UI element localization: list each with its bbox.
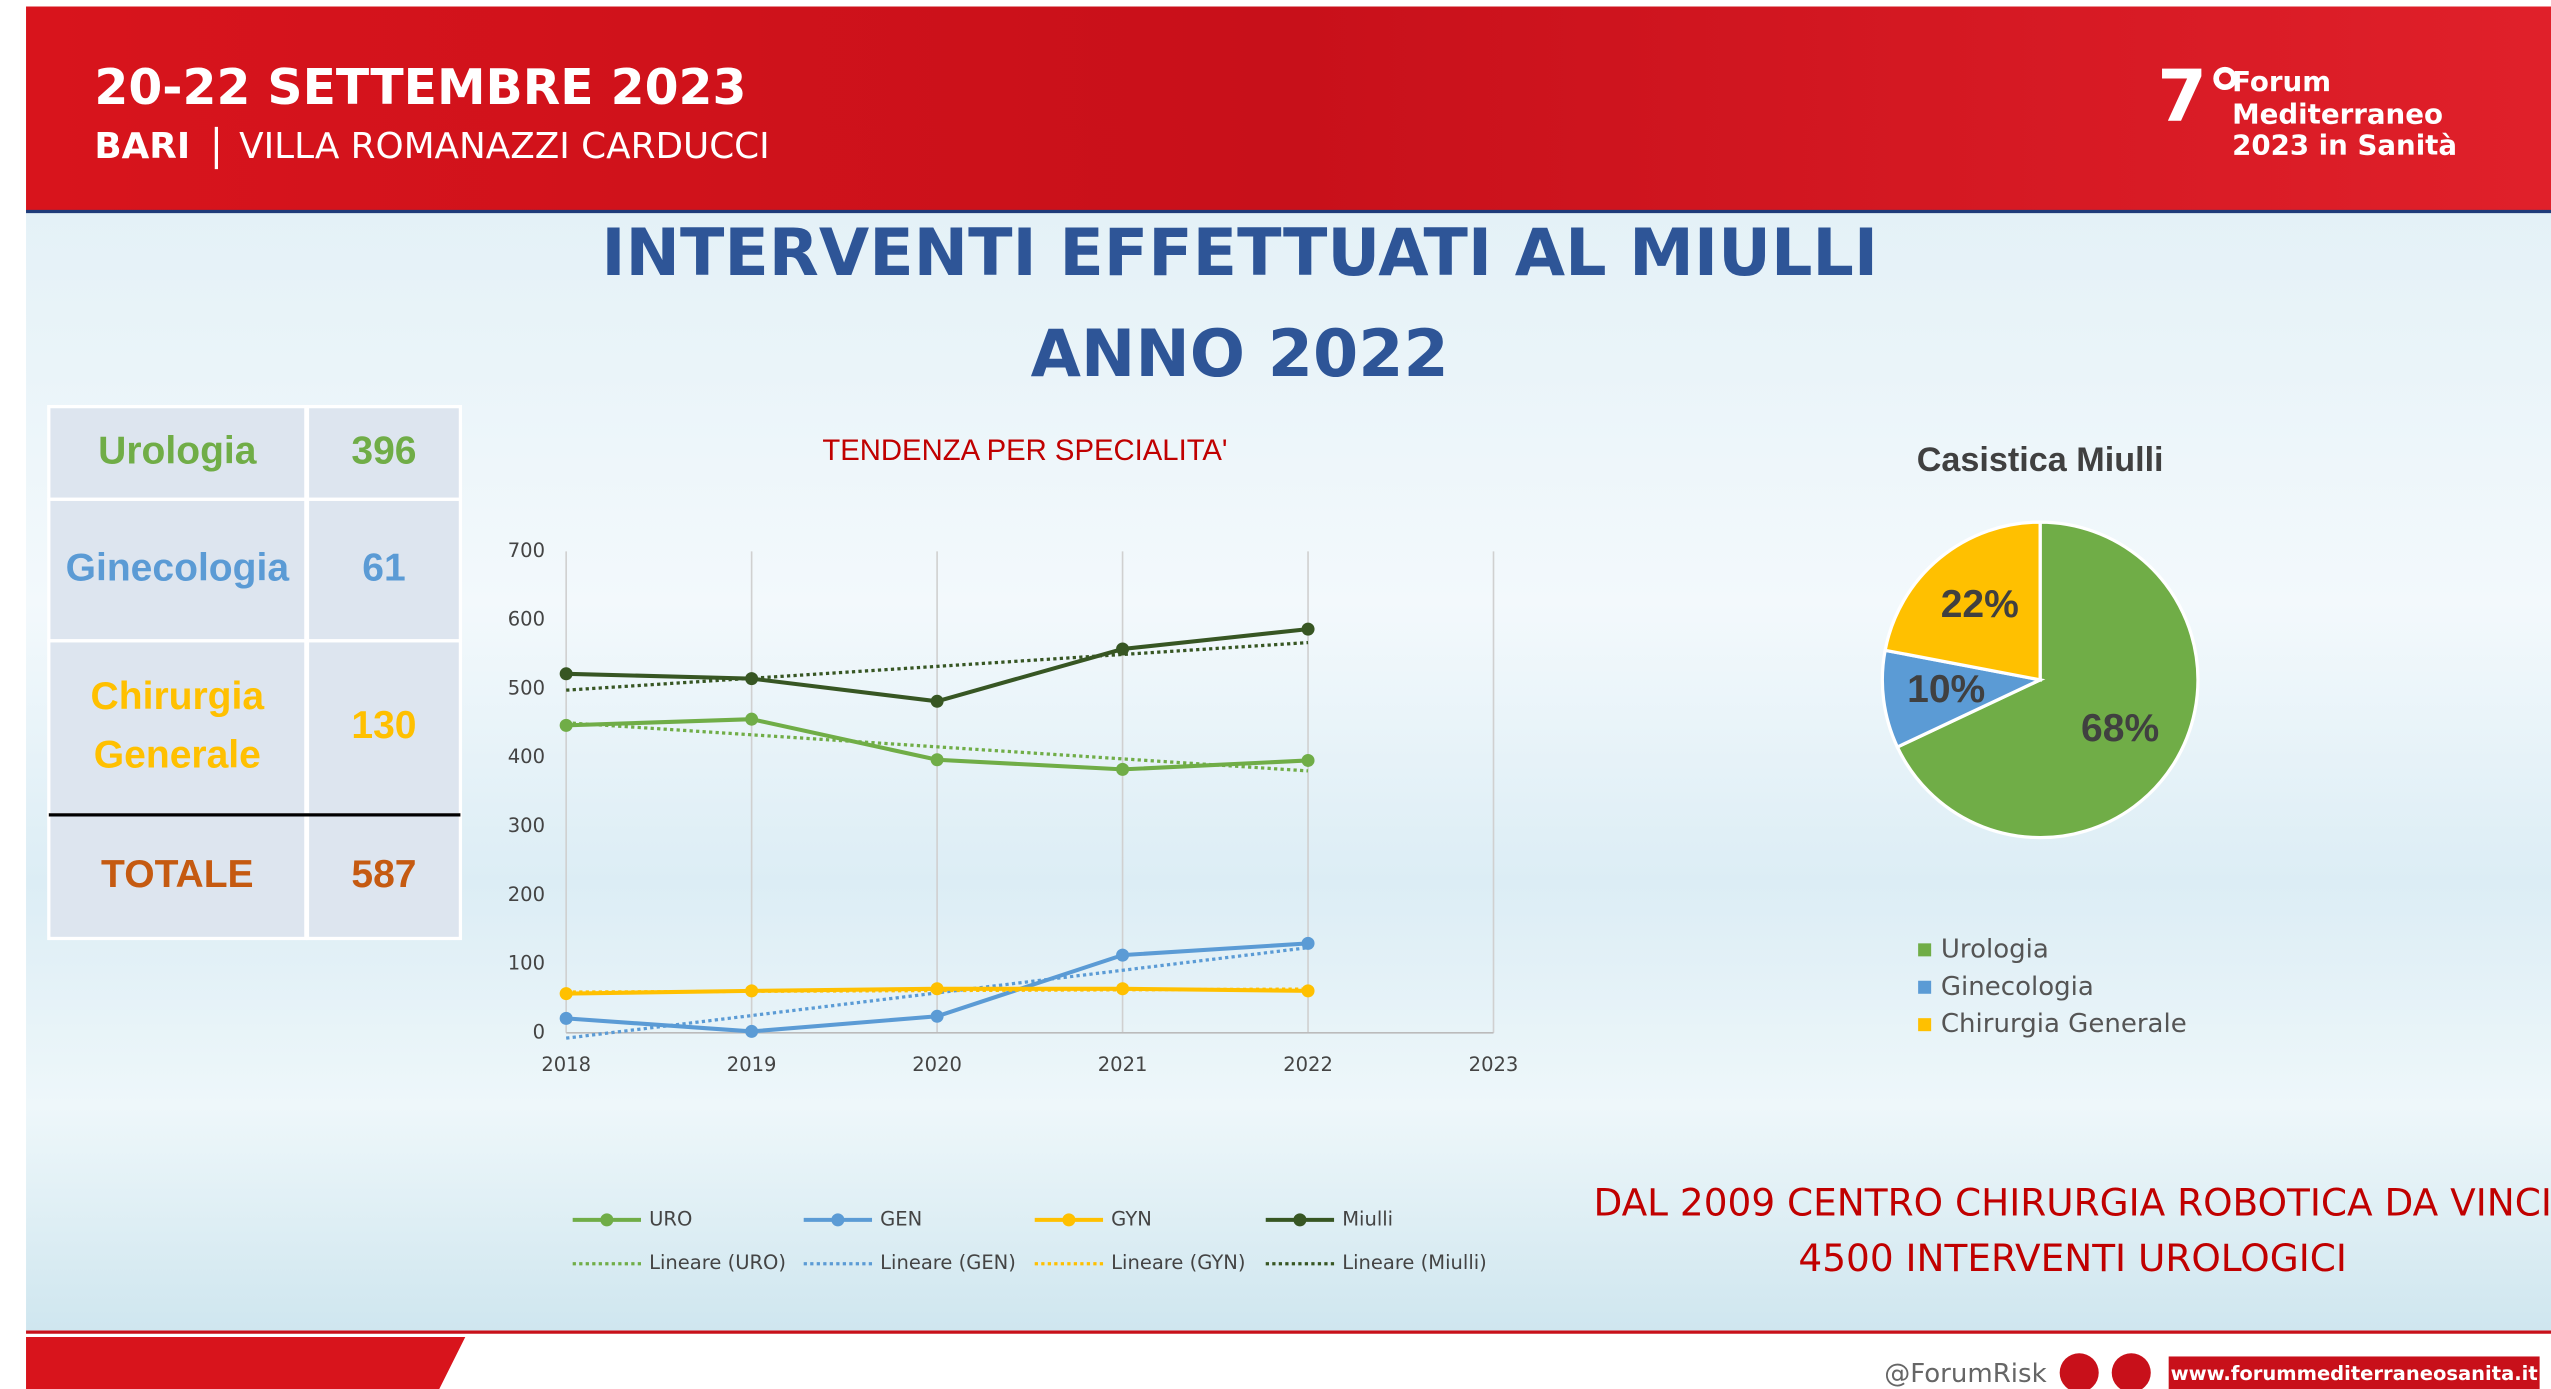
legend-label: Lineare (GYN) [1111, 1251, 1245, 1274]
point [931, 1010, 944, 1023]
legend-label: Miulli [1342, 1207, 1393, 1230]
point [931, 982, 944, 995]
point [1302, 937, 1315, 950]
row-value: 587 [351, 853, 416, 896]
point [1116, 763, 1129, 776]
y-tick-label: 500 [508, 676, 545, 699]
slice-label: 10% [1907, 668, 1985, 711]
point [560, 667, 573, 680]
point [1116, 949, 1129, 962]
legend-swatch [1918, 981, 1931, 994]
point [1302, 754, 1315, 767]
point [1302, 984, 1315, 997]
y-tick-label: 400 [508, 745, 545, 768]
slide-title: ANNO 2022 [1031, 317, 1449, 392]
y-tick-label: 600 [508, 608, 545, 631]
legend-label: Urologia [1941, 934, 2049, 964]
legend-label: Lineare (Miulli) [1342, 1251, 1487, 1274]
row-label: Ginecologia [66, 546, 290, 589]
page: 20-22 SETTEMBRE 2023 BARI VILLA ROMANAZZ… [0, 0, 2551, 1389]
legend-swatch [1918, 943, 1931, 956]
legend-label: GYN [1111, 1207, 1152, 1230]
row-label: Generale [94, 733, 261, 776]
row-value: 396 [351, 429, 416, 472]
legend-point [1293, 1213, 1306, 1226]
point [1116, 982, 1129, 995]
x-tick-label: 2018 [541, 1053, 591, 1076]
point [745, 713, 758, 726]
y-tick-label: 0 [533, 1020, 545, 1043]
point [560, 719, 573, 732]
legend-point [600, 1213, 613, 1226]
y-tick-label: 200 [508, 883, 545, 906]
point [745, 984, 758, 997]
y-tick-label: 100 [508, 952, 545, 975]
point [931, 753, 944, 766]
point [1116, 643, 1129, 656]
venue: VILLA ROMANAZZI CARDUCCI [239, 126, 770, 167]
x-tick-label: 2023 [1469, 1053, 1519, 1076]
point [745, 672, 758, 685]
dates: 20-22 SETTEMBRE 2023 [94, 59, 746, 116]
legend-point [1062, 1213, 1075, 1226]
legend-point [831, 1213, 844, 1226]
point [745, 1025, 758, 1038]
footer-handle: @ForumRisk [1884, 1359, 2046, 1389]
legend-label: GEN [880, 1207, 922, 1230]
y-tick-label: 300 [508, 814, 545, 837]
legend-swatch [1918, 1018, 1931, 1031]
footer-url[interactable]: www.forummediterraneosanita.it [2171, 1362, 2538, 1385]
row-value: 130 [351, 704, 416, 747]
slide: 20-22 SETTEMBRE 2023 BARI VILLA ROMANAZZ… [0, 0, 2551, 1389]
city: BARI [94, 126, 190, 167]
row-value: 61 [362, 546, 405, 589]
note: 4500 INTERVENTI UROLOGICI [1798, 1236, 2347, 1280]
x-tick-label: 2021 [1098, 1053, 1148, 1076]
row-label: TOTALE [101, 853, 254, 896]
legend-label: Lineare (GEN) [880, 1251, 1016, 1274]
logo-line: Forum [2232, 65, 2331, 98]
row-label: Urologia [98, 429, 257, 472]
point [931, 695, 944, 708]
slice-label: 22% [1941, 583, 2019, 626]
y-tick-label: 700 [508, 539, 545, 562]
note: DAL 2009 CENTRO CHIRURGIA ROBOTICA DA VI… [1593, 1181, 2551, 1225]
chart-title: TENDENZA PER SPECIALITA' [822, 434, 1227, 467]
x-tick-label: 2022 [1283, 1053, 1333, 1076]
slice-label: 68% [2081, 707, 2159, 750]
row-label: Chirurgia [91, 675, 265, 718]
x-tick-label: 2019 [727, 1053, 777, 1076]
x-tick-label: 2020 [912, 1053, 962, 1076]
slide-title: INTERVENTI EFFETTUATI AL MIULLI [601, 216, 1878, 291]
logo-number: 7° [2157, 54, 2243, 137]
legend-label: URO [649, 1207, 692, 1230]
point [1302, 623, 1315, 636]
point [560, 1012, 573, 1025]
legend-label: Ginecologia [1941, 972, 2094, 1002]
logo-line: Mediterraneo [2232, 97, 2443, 130]
chart-title: Casistica Miulli [1917, 441, 2164, 479]
footer-band [26, 1337, 465, 1389]
legend-label: Lineare (URO) [649, 1251, 786, 1274]
legend-label: Chirurgia Generale [1941, 1009, 2187, 1039]
logo-line: 2023 in Sanità [2232, 128, 2457, 161]
table-cell [49, 641, 306, 815]
point [560, 987, 573, 1000]
